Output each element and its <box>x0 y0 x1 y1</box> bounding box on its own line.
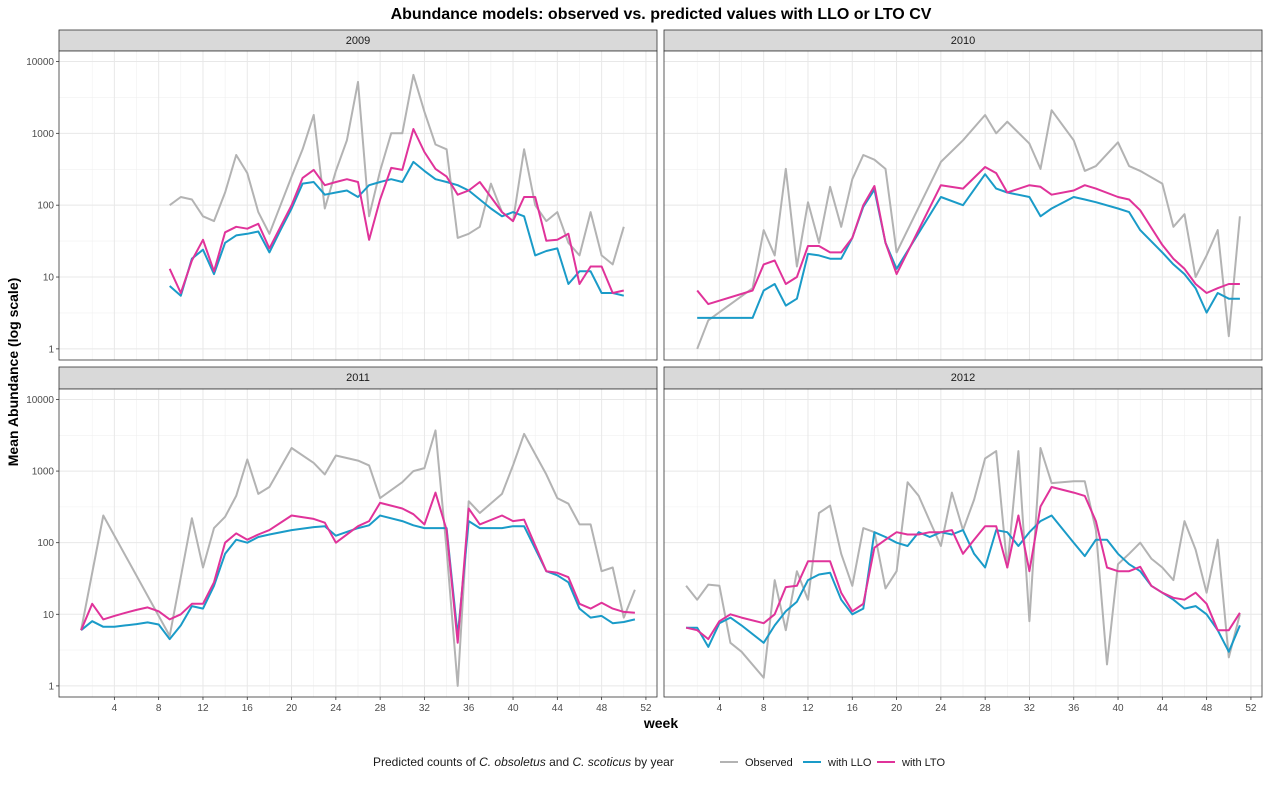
facet-panel-2009: 2009 1 10 100 1000 10000 <box>26 29 658 361</box>
y-tick-label: 10000 <box>26 57 54 68</box>
x-tick-label: 40 <box>1112 703 1124 714</box>
facet-panel-2010: 2010 <box>663 29 1263 361</box>
legend-title: Predicted counts of C. obsoletus and C. … <box>373 755 674 769</box>
x-tick-label: 44 <box>552 703 564 714</box>
series-lines <box>696 109 1241 350</box>
x-tick-label: 28 <box>375 703 387 714</box>
facet-strip-label: 2012 <box>951 372 975 384</box>
series-line-observed <box>696 109 1241 350</box>
facet-panels: 2009 1 10 100 1000 10000 2010 2011 1 10 100 1000 100… <box>26 29 1263 714</box>
x-tick-label: 36 <box>463 703 475 714</box>
x-axis-title: week <box>643 715 678 731</box>
x-tick-label: 32 <box>1024 703 1036 714</box>
gridlines <box>59 51 657 360</box>
x-tick-label: 12 <box>802 703 814 714</box>
facet-strip-label: 2009 <box>346 35 370 47</box>
panel-border <box>663 388 1263 698</box>
x-tick-label: 36 <box>1068 703 1080 714</box>
x-tick-label: 16 <box>242 703 254 714</box>
x-tick-label: 52 <box>640 703 652 714</box>
series-line-with-llo <box>169 160 625 297</box>
series-line-with-lto <box>696 166 1240 306</box>
x-tick-label: 24 <box>330 703 342 714</box>
x-tick-label: 48 <box>1201 703 1213 714</box>
chart-title: Abundance models: observed vs. predicted… <box>391 6 932 23</box>
series-lines <box>685 447 1241 679</box>
x-tick-label: 20 <box>286 703 298 714</box>
y-tick-label: 1 <box>48 681 54 692</box>
series-lines <box>80 429 636 687</box>
series-line-observed <box>80 429 636 687</box>
legend-item-with-llo: with LLO <box>803 757 872 769</box>
y-tick-label: 100 <box>37 201 54 212</box>
facet-strip-label: 2011 <box>346 372 370 384</box>
y-tick-label: 1 <box>48 344 54 355</box>
x-tick-label: 32 <box>419 703 431 714</box>
facet-strip-label: 2010 <box>951 35 975 47</box>
x-tick-label: 52 <box>1245 703 1257 714</box>
x-tick-label: 24 <box>935 703 947 714</box>
x-tick-label: 4 <box>717 703 723 714</box>
x-tick-label: 20 <box>891 703 903 714</box>
gridlines <box>59 389 657 697</box>
series-line-with-llo <box>697 173 1240 319</box>
x-tick-label: 44 <box>1157 703 1169 714</box>
legend: Predicted counts of C. obsoletus and C. … <box>373 755 945 769</box>
legend-label: Observed <box>745 757 793 769</box>
y-axis-title: Mean Abundance (log scale) <box>5 278 21 467</box>
series-line-with-lto <box>80 491 635 644</box>
series-lines <box>168 73 625 297</box>
legend-item-observed: Observed <box>720 757 793 769</box>
y-tick-label: 1000 <box>32 129 55 140</box>
legend-label: with LLO <box>827 757 872 769</box>
x-tick-label: 40 <box>507 703 519 714</box>
x-tick-label: 28 <box>980 703 992 714</box>
legend-label: with LTO <box>901 757 945 769</box>
y-tick-label: 100 <box>37 538 54 549</box>
series-line-with-lto <box>685 486 1241 641</box>
x-tick-label: 8 <box>761 703 767 714</box>
x-tick-label: 4 <box>112 703 118 714</box>
series-line-observed <box>169 73 625 266</box>
y-tick-label: 10000 <box>26 395 54 406</box>
x-tick-label: 8 <box>156 703 162 714</box>
legend-item-with-lto: with LTO <box>877 757 945 769</box>
y-tick-label: 10 <box>43 610 55 621</box>
x-tick-label: 48 <box>596 703 608 714</box>
y-tick-label: 1000 <box>32 467 55 478</box>
x-tick-label: 16 <box>847 703 859 714</box>
panel-border <box>663 50 1263 361</box>
x-tick-label: 12 <box>197 703 209 714</box>
series-line-with-lto <box>168 128 625 294</box>
y-tick-label: 10 <box>43 273 55 284</box>
series-line-with-llo <box>80 514 636 641</box>
